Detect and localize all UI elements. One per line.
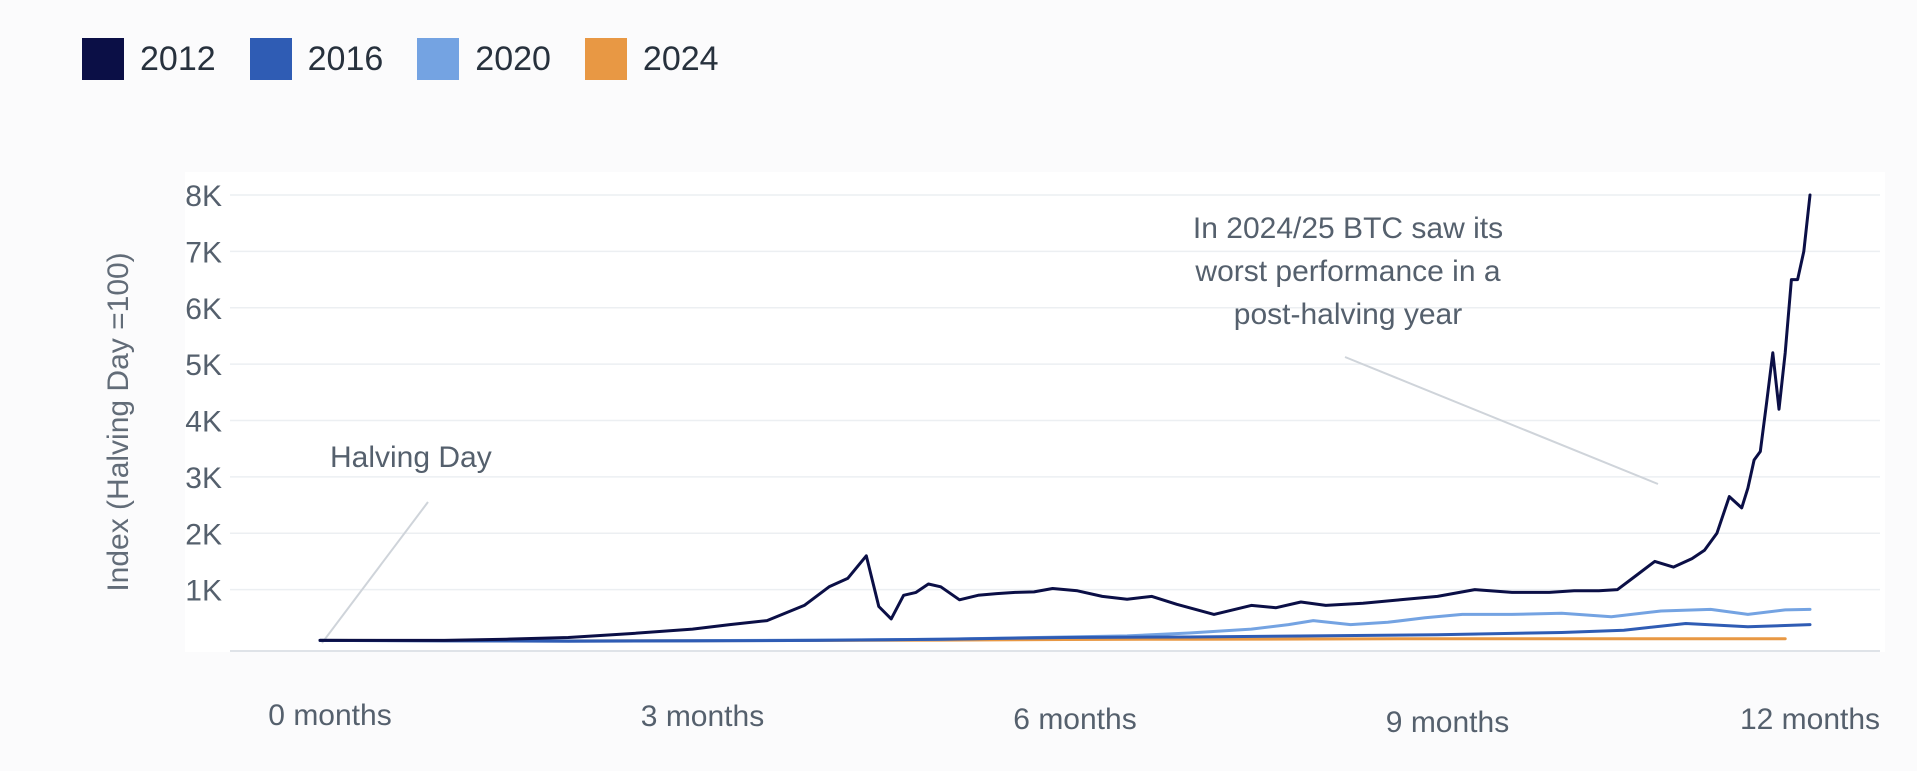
legend-item-2020: 2020 — [417, 38, 551, 80]
y-tick-label: 8K — [185, 180, 222, 213]
series-lines — [318, 193, 1812, 643]
legend-item-2012: 2012 — [82, 38, 216, 80]
annotation-pointer-halving-day — [321, 501, 429, 644]
legend-swatch-2016 — [249, 38, 292, 80]
y-axis-title: Index (Halving Day =100) — [102, 252, 135, 591]
legend-item-2016: 2016 — [249, 38, 384, 80]
y-tick-label: 2K — [185, 518, 222, 551]
annotations: Halving Day In 2024/25 BTC saw its worst p… — [321, 212, 1659, 644]
y-tick-label: 3K — [185, 462, 222, 495]
annotation-pointer-worst-performance — [1344, 356, 1659, 485]
x-tick-label: 0 months — [268, 699, 391, 732]
legend-swatch-2012 — [82, 38, 124, 80]
y-tick-label: 5K — [185, 349, 222, 382]
legend-item-2024: 2024 — [584, 38, 719, 80]
legend-label-2012: 2012 — [140, 39, 216, 78]
x-tick-label: 9 months — [1386, 706, 1509, 739]
y-tick-label: 6K — [185, 293, 222, 326]
series-line-2012 — [318, 193, 1812, 642]
annotation-worst-performance-line: post-halving year — [1234, 298, 1462, 331]
annotation-halving-day: Halving Day — [330, 441, 492, 474]
annotation-worst-performance-line: worst performance in a — [1194, 255, 1500, 288]
x-tick-label: 12 months — [1740, 703, 1880, 736]
legend-label-2020: 2020 — [475, 39, 551, 78]
x-tick-label: 6 months — [1013, 703, 1136, 736]
legend-swatch-2024 — [584, 38, 627, 80]
y-tick-label: 4K — [185, 406, 222, 439]
legend-label-2024: 2024 — [642, 39, 719, 78]
x-axis-ticks: 0 months 3 months 6 months 9 months 12 month… — [268, 699, 1880, 739]
chart-legend: 2012 2016 2020 2024 — [82, 38, 719, 80]
annotation-worst-performance-line: In 2024/25 BTC saw its — [1193, 212, 1503, 245]
x-tick-label: 3 months — [641, 700, 764, 733]
legend-label-2016: 2016 — [307, 39, 384, 78]
legend-swatch-2020 — [417, 38, 460, 80]
y-tick-label: 1K — [185, 575, 222, 608]
series-line-2016 — [318, 622, 1812, 643]
y-axis-ticks: 1K 2K 3K 4K 5K 6K 7K 8K — [185, 180, 222, 608]
y-tick-label: 7K — [185, 236, 222, 269]
